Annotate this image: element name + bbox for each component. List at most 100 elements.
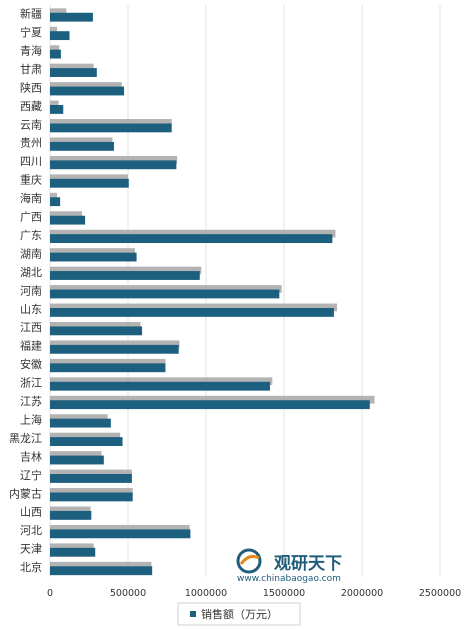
bar-gray-9	[50, 174, 128, 183]
bar-gray-10	[50, 192, 58, 201]
bar-26	[50, 492, 133, 502]
bar-gray-25	[50, 469, 132, 478]
bar-16	[50, 307, 334, 317]
bar-gray-18	[50, 340, 180, 349]
bar-11	[50, 215, 86, 225]
category-label-17: 江西	[20, 321, 42, 334]
category-label-27: 山西	[20, 506, 42, 519]
x-tick-label-5: 2500000	[419, 588, 461, 599]
x-tick-label-1: 500000	[110, 588, 146, 599]
category-label-26: 内蒙古	[9, 486, 42, 500]
category-label-28: 河北	[20, 524, 42, 537]
bar-23	[50, 437, 123, 446]
category-label-24: 吉林	[20, 449, 42, 463]
category-label-23: 黑龙江	[9, 432, 42, 445]
x-tick-labels: 0 500000 1000000 1500000 2000000 2500000	[47, 588, 461, 599]
category-label-21: 江苏	[20, 395, 42, 408]
bar-20	[50, 381, 270, 391]
bar-gray-12	[50, 229, 336, 238]
category-label-1: 宁夏	[20, 25, 42, 39]
bar-gray-24	[50, 451, 102, 459]
legend-box	[177, 602, 301, 626]
bar-22	[50, 418, 111, 428]
bar-gray-4	[50, 82, 122, 90]
category-label-3: 甘肃	[20, 63, 42, 76]
bar-12	[50, 234, 333, 244]
bar-0	[50, 12, 93, 22]
x-tick-label-2: 1000000	[185, 588, 227, 599]
bar-3	[50, 68, 97, 77]
legend: 销售额（万元）	[177, 602, 301, 626]
bar-gray-20	[50, 377, 273, 386]
bar-gray-26	[50, 488, 133, 496]
bar-29	[50, 547, 96, 557]
bar-9	[50, 178, 129, 188]
x-tick-label-0: 0	[47, 588, 53, 599]
bar-gray-19	[50, 358, 166, 367]
bar-10	[50, 197, 61, 207]
watermark-url: www.chinabaogao.com	[237, 574, 341, 584]
bar-5	[50, 105, 64, 114]
category-label-29: 天津	[20, 543, 42, 556]
bar-gray-13	[50, 248, 136, 256]
category-label-5: 西藏	[20, 100, 42, 113]
bar-15	[50, 289, 280, 299]
bar-gray-2	[50, 45, 60, 53]
category-label-0: 新疆	[20, 7, 42, 21]
bar-4	[50, 86, 125, 96]
bar-28	[50, 529, 191, 539]
category-label-19: 安徽	[20, 357, 42, 371]
bar-8	[50, 160, 177, 170]
category-label-15: 河南	[20, 284, 42, 297]
bar-gray-28	[50, 524, 190, 533]
category-label-4: 陕西	[20, 80, 42, 94]
bar-21	[50, 400, 370, 410]
bar-13	[50, 252, 137, 262]
bar-gray-8	[50, 155, 178, 164]
bar-27	[50, 510, 92, 520]
bar-gray-23	[50, 432, 121, 441]
blue-bar-series	[50, 12, 370, 576]
category-label-10: 海南	[20, 191, 42, 205]
bar-gray-22	[50, 414, 108, 423]
legend-swatch	[190, 611, 196, 617]
x-tick-label-4: 2000000	[341, 588, 383, 599]
category-label-22: 上海	[20, 412, 42, 426]
watermark: 观研天下 www.chinabaogao.com	[236, 548, 342, 584]
gray-bar-series	[50, 8, 375, 570]
category-label-14: 湖北	[20, 266, 42, 279]
bar-gray-15	[50, 285, 282, 293]
bar-gray-7	[50, 137, 113, 146]
bar-gray-16	[50, 303, 338, 312]
x-tick-label-3: 1500000	[263, 588, 305, 599]
bar-gray-17	[50, 321, 141, 330]
category-label-13: 湖南	[20, 247, 42, 260]
category-label-18: 福建	[20, 339, 42, 353]
bar-gray-5	[50, 100, 59, 109]
category-label-16: 山东	[20, 303, 42, 316]
bar-gray-30	[50, 561, 152, 570]
category-label-25: 辽宁	[20, 468, 42, 482]
category-label-8: 四川	[20, 155, 42, 168]
bar-2	[50, 49, 61, 59]
bar-1	[50, 31, 70, 41]
bar-gray-0	[50, 8, 67, 17]
bar-6	[50, 123, 172, 133]
bar-25	[50, 474, 132, 483]
watermark-title: 观研天下	[273, 554, 342, 574]
legend-label: 销售额（万元）	[201, 607, 278, 621]
category-label-9: 重庆	[20, 173, 42, 187]
category-labels: 新疆宁夏青海甘肃陕西西藏云南贵州四川重庆海南广西广东湖南湖北河南山东江西福建安徽…	[9, 7, 42, 575]
bar-gray-27	[50, 506, 91, 515]
category-label-20: 浙江	[20, 377, 42, 390]
bar-14	[50, 271, 200, 280]
bar-30	[50, 566, 153, 576]
category-label-30: 北京	[20, 560, 42, 574]
chinabaogao-logo-icon	[236, 548, 262, 574]
bar-gray-3	[50, 63, 94, 72]
category-label-11: 广西	[20, 211, 42, 224]
category-label-2: 青海	[20, 43, 42, 57]
bar-gray-11	[50, 211, 82, 220]
category-label-12: 广东	[20, 229, 42, 242]
